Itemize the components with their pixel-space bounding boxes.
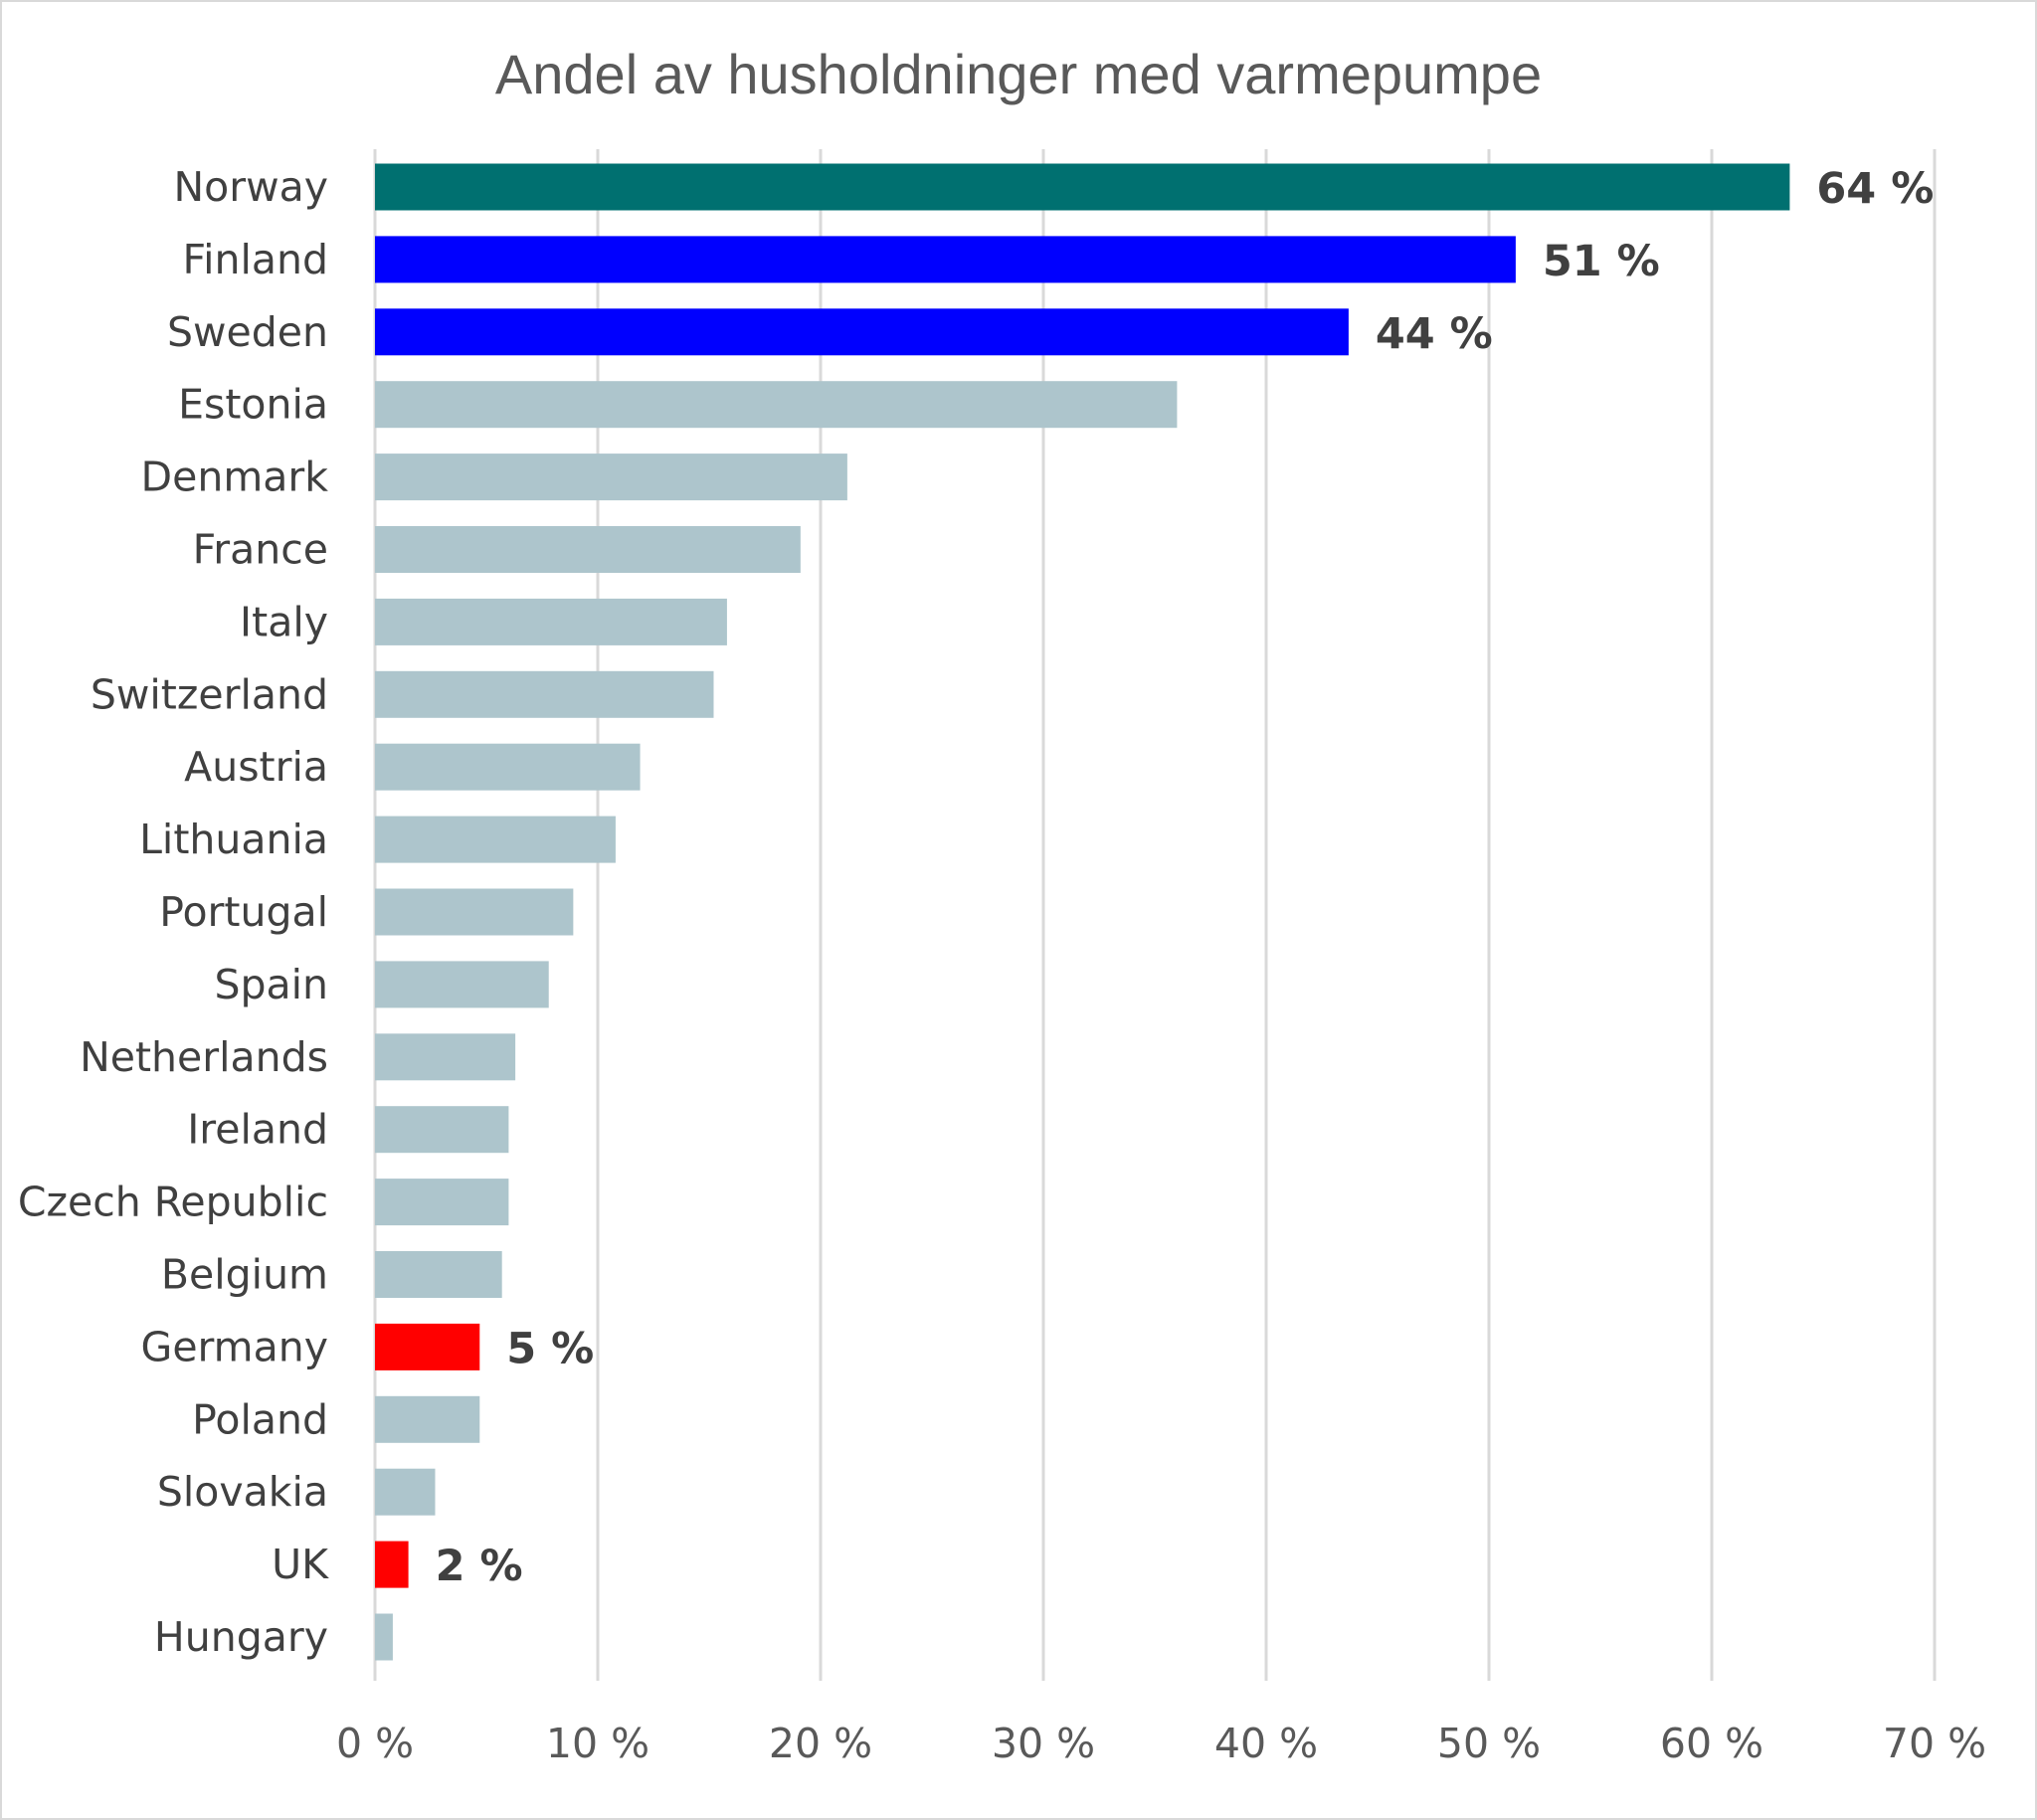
bars [375, 163, 1790, 1661]
x-tick-label: 50 % [1437, 1720, 1541, 1767]
x-tick-label: 70 % [1883, 1720, 1986, 1767]
bar [375, 526, 801, 573]
bar [375, 1106, 509, 1154]
chart-title: Andel av husholdninger med varmepumpe [495, 43, 1542, 105]
category-label: Norway [173, 163, 328, 211]
category-label: Italy [240, 598, 328, 645]
category-label: Slovakia [157, 1468, 328, 1516]
gridlines [373, 149, 1937, 1681]
category-label: Denmark [141, 454, 329, 501]
category-label: Czech Republic [18, 1179, 328, 1226]
category-label: Germany [141, 1323, 328, 1370]
x-tick-label: 20 % [769, 1720, 872, 1767]
bar [375, 381, 1178, 429]
x-tick-label: 0 % [336, 1720, 414, 1767]
x-tick-label: 30 % [992, 1720, 1095, 1767]
bar [375, 816, 616, 863]
data-label: 2 % [436, 1542, 523, 1591]
category-label: Lithuania [139, 816, 328, 863]
data-label: 51 % [1543, 237, 1660, 286]
bar [375, 1323, 480, 1370]
bar [375, 1395, 480, 1443]
category-label: Spain [214, 961, 328, 1008]
category-labels: Norway Finland Sweden Estonia Denmark France I… [18, 163, 329, 1661]
x-axis-tick-labels: 0 % 10 % 20 % 30 % 40 % 50 % 60 % 70 % [336, 1720, 1986, 1767]
category-label: France [193, 526, 328, 574]
x-tick-label: 10 % [546, 1720, 649, 1767]
bar [375, 598, 727, 645]
bar [375, 961, 549, 1008]
x-tick-label: 60 % [1660, 1720, 1763, 1767]
category-label: Belgium [161, 1251, 328, 1299]
bar [375, 308, 1349, 356]
bar [375, 1179, 509, 1226]
bar [375, 888, 574, 936]
x-tick-label: 40 % [1214, 1720, 1318, 1767]
data-label: 64 % [1816, 164, 1934, 214]
bar [375, 743, 641, 791]
bar [375, 1468, 436, 1516]
bar [375, 1251, 502, 1298]
bar [375, 454, 847, 501]
bar [375, 1613, 393, 1661]
bar [375, 1033, 516, 1081]
category-label: Hungary [154, 1613, 328, 1661]
category-label: Sweden [167, 308, 328, 356]
category-label: Poland [192, 1395, 328, 1443]
category-label: Switzerland [91, 670, 328, 718]
data-label: 44 % [1376, 309, 1493, 359]
data-labels: 64 % 51 % 44 % 5 % 2 % [436, 164, 1935, 1591]
category-label: Netherlands [80, 1033, 328, 1081]
bar [375, 236, 1516, 283]
category-label: Finland [182, 236, 328, 283]
category-label: Portugal [159, 888, 328, 936]
bar [375, 1541, 409, 1588]
category-label: Ireland [187, 1106, 328, 1154]
data-label: 5 % [506, 1324, 594, 1373]
category-label: Austria [184, 743, 328, 791]
bar [375, 163, 1790, 211]
category-label: UK [272, 1541, 329, 1588]
bar [375, 670, 714, 718]
category-label: Estonia [178, 381, 328, 429]
